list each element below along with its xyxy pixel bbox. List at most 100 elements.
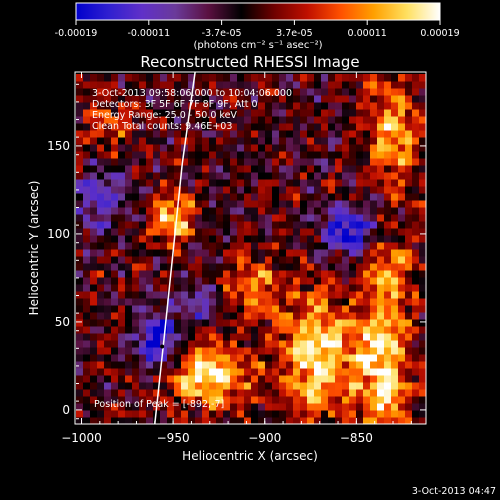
heatmap-cell [223, 375, 231, 383]
solar-limb-line [154, 71, 196, 425]
heatmap-cell [314, 333, 322, 341]
heatmap-cell [230, 179, 238, 187]
heatmap-cell [125, 249, 133, 257]
heatmap-cell [342, 347, 350, 355]
heatmap-cell [272, 74, 280, 82]
heatmap-cell [209, 382, 217, 390]
heatmap-cell [111, 88, 119, 96]
heatmap-cell [384, 312, 392, 320]
heatmap-cell [307, 88, 315, 96]
heatmap-cell [209, 116, 217, 124]
heatmap-cell [244, 375, 252, 383]
heatmap-cell [314, 347, 322, 355]
heatmap-cell [153, 270, 161, 278]
heatmap-cell [258, 375, 266, 383]
heatmap-cell [412, 312, 420, 320]
heatmap-cell [370, 81, 378, 89]
heatmap-cell [405, 417, 413, 425]
heatmap-cell [118, 102, 126, 110]
heatmap-cell [153, 200, 161, 208]
heatmap-cell [139, 214, 147, 222]
heatmap-cell [160, 417, 168, 425]
heatmap-cell [279, 298, 287, 306]
heatmap-cell [335, 137, 343, 145]
heatmap-cell [272, 88, 280, 96]
heatmap-cell [132, 354, 140, 362]
heatmap-cell [132, 214, 140, 222]
heatmap-cell [412, 88, 420, 96]
heatmap-cell [146, 354, 154, 362]
heatmap-cell [97, 417, 105, 425]
heatmap-cell [314, 200, 322, 208]
heatmap-cell [265, 417, 273, 425]
heatmap-cell [251, 95, 259, 103]
heatmap-cell [195, 340, 203, 348]
heatmap-cell [356, 340, 364, 348]
heatmap-cell [356, 144, 364, 152]
heatmap-cell [216, 200, 224, 208]
x-axis-label: Heliocentric X (arcsec) [182, 449, 318, 463]
heatmap-cell [265, 242, 273, 250]
heatmap-cell [405, 74, 413, 82]
heatmap-cell [314, 319, 322, 327]
heatmap-cell [314, 249, 322, 257]
heatmap-cell [83, 410, 91, 418]
heatmap-cell [111, 242, 119, 250]
heatmap-cell [272, 333, 280, 341]
heatmap-cell [279, 291, 287, 299]
heatmap-cell [181, 319, 189, 327]
heatmap-cell [244, 298, 252, 306]
heatmap-cell [307, 221, 315, 229]
heatmap-cell [125, 186, 133, 194]
heatmap-cell [286, 382, 294, 390]
heatmap-cell [391, 277, 399, 285]
heatmap-cell [223, 242, 231, 250]
heatmap-cell [405, 312, 413, 320]
heatmap-cell [419, 298, 427, 306]
heatmap-cell [139, 179, 147, 187]
heatmap-cell [209, 389, 217, 397]
heatmap-cell [272, 179, 280, 187]
heatmap-cell [384, 382, 392, 390]
heatmap-cell [146, 158, 154, 166]
heatmap-cell [286, 284, 294, 292]
heatmap-cell [111, 396, 119, 404]
heatmap-cell [104, 305, 112, 313]
heatmap-cell [76, 361, 84, 369]
heatmap-cell [125, 284, 133, 292]
heatmap-cell [181, 242, 189, 250]
heatmap-cell [230, 116, 238, 124]
heatmap-cell [300, 249, 308, 257]
heatmap-cell [321, 186, 329, 194]
heatmap-cell [76, 123, 84, 131]
heatmap-cell [335, 207, 343, 215]
heatmap-cell [111, 347, 119, 355]
heatmap-cell [412, 382, 420, 390]
heatmap-cell [349, 319, 357, 327]
heatmap-cell [230, 291, 238, 299]
heatmap-cell [314, 235, 322, 243]
heatmap-cell [293, 249, 301, 257]
heatmap-cell [391, 81, 399, 89]
heatmap-cell [363, 319, 371, 327]
heatmap-cell [132, 382, 140, 390]
heatmap-cell [279, 207, 287, 215]
heatmap-cell [160, 109, 168, 117]
heatmap-cell [377, 116, 385, 124]
heatmap-cell [349, 312, 357, 320]
heatmap-cell [230, 382, 238, 390]
heatmap-cell [83, 263, 91, 271]
heatmap-cell [272, 347, 280, 355]
heatmap-cell [356, 319, 364, 327]
heatmap-cell [335, 88, 343, 96]
heatmap-cell [202, 417, 210, 425]
heatmap-cell [195, 200, 203, 208]
heatmap-cell [363, 270, 371, 278]
heatmap-cell [104, 228, 112, 236]
heatmap-cell [174, 186, 182, 194]
heatmap-cell [244, 207, 252, 215]
heatmap-cell [139, 130, 147, 138]
heatmap-cell [90, 375, 98, 383]
heatmap-cell [202, 298, 210, 306]
heatmap-cell [139, 74, 147, 82]
